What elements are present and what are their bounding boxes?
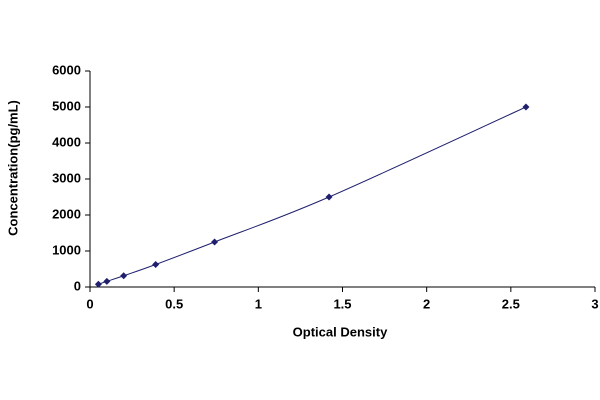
y-tick-label: 6000 — [52, 62, 81, 77]
data-point — [103, 277, 111, 285]
data-point — [325, 193, 333, 201]
x-tick-label: 0 — [86, 296, 93, 311]
y-tick-label: 3000 — [52, 170, 81, 185]
data-point — [211, 238, 219, 246]
data-point — [94, 280, 102, 288]
x-tick-label: 3 — [591, 296, 598, 311]
fit-line — [98, 106, 527, 285]
x-tick-label: 1.5 — [333, 296, 351, 311]
data-point — [120, 272, 128, 280]
y-axis-label: Concentration(pg/mL) — [5, 100, 20, 236]
x-axis-label: Optical Density — [293, 324, 388, 339]
data-point — [522, 103, 530, 111]
y-tick-label: 2000 — [52, 206, 81, 221]
y-tick-label: 5000 — [52, 98, 81, 113]
y-tick-label: 4000 — [52, 134, 81, 149]
x-tick-label: 0.5 — [165, 296, 183, 311]
x-tick-label: 2 — [423, 296, 430, 311]
data-point — [152, 261, 160, 268]
y-tick-label: 0 — [74, 278, 81, 293]
y-tick-label: 1000 — [52, 242, 81, 257]
x-tick-label: 2.5 — [502, 296, 520, 311]
x-tick-label: 1 — [255, 296, 262, 311]
